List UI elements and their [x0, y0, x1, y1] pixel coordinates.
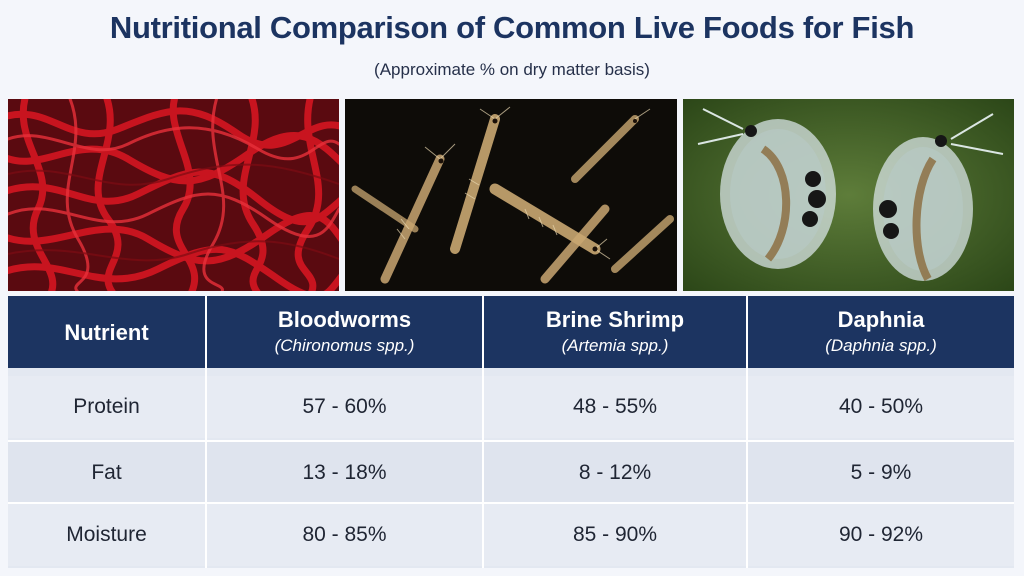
row-protein-daphnia: 40 - 50% — [748, 376, 1014, 438]
page-title: Nutritional Comparison of Common Live Fo… — [109, 10, 915, 45]
header-daphnia-latin: (Daphnia spp.) — [825, 336, 937, 355]
row-fat-bloodworms: 13 - 18% — [207, 442, 482, 504]
nutrition-table: Nutrient Bloodworms (Chironomus spp.) Br… — [8, 296, 1014, 568]
row-moisture-label: Moisture — [8, 504, 205, 566]
header-brine-shrimp-latin: (Artemia spp.) — [561, 336, 669, 355]
row-divider — [8, 440, 1014, 442]
row-fat-brine-shrimp: 8 - 12% — [484, 442, 746, 504]
daphnia-photo — [683, 99, 1014, 291]
column-divider — [205, 296, 207, 568]
header-brine-shrimp-name: Brine Shrimp — [545, 307, 685, 332]
row-protein-brine-shrimp: 48 - 55% — [484, 376, 746, 438]
row-fat-label: Fat — [8, 442, 205, 504]
page-subtitle: (Approximate % on dry matter basis) — [374, 60, 650, 79]
row-moisture-brine-shrimp: 85 - 90% — [484, 504, 746, 566]
header-daphnia: Daphnia (Daphnia spp.) — [748, 296, 1014, 368]
header-bloodworms-name: Bloodworms — [277, 307, 412, 332]
column-divider — [482, 296, 484, 568]
bloodworms-photo — [8, 99, 339, 291]
header-nutrient-label: Nutrient — [64, 320, 149, 345]
row-protein-bloodworms: 57 - 60% — [207, 376, 482, 438]
header-daphnia-name: Daphnia — [837, 307, 925, 332]
row-divider — [8, 502, 1014, 504]
header-bloodworms: Bloodworms (Chironomus spp.) — [207, 296, 482, 368]
row-moisture-bloodworms: 80 - 85% — [207, 504, 482, 566]
row-fat-daphnia: 5 - 9% — [748, 442, 1014, 504]
brine-shrimp-photo — [345, 99, 677, 291]
header-bloodworms-latin: (Chironomus spp.) — [274, 336, 415, 355]
header-nutrient: Nutrient — [8, 296, 205, 368]
row-moisture-daphnia: 90 - 92% — [748, 504, 1014, 566]
header-brine-shrimp: Brine Shrimp (Artemia spp.) — [484, 296, 746, 368]
column-divider — [746, 296, 748, 568]
row-protein-label: Protein — [8, 376, 205, 438]
